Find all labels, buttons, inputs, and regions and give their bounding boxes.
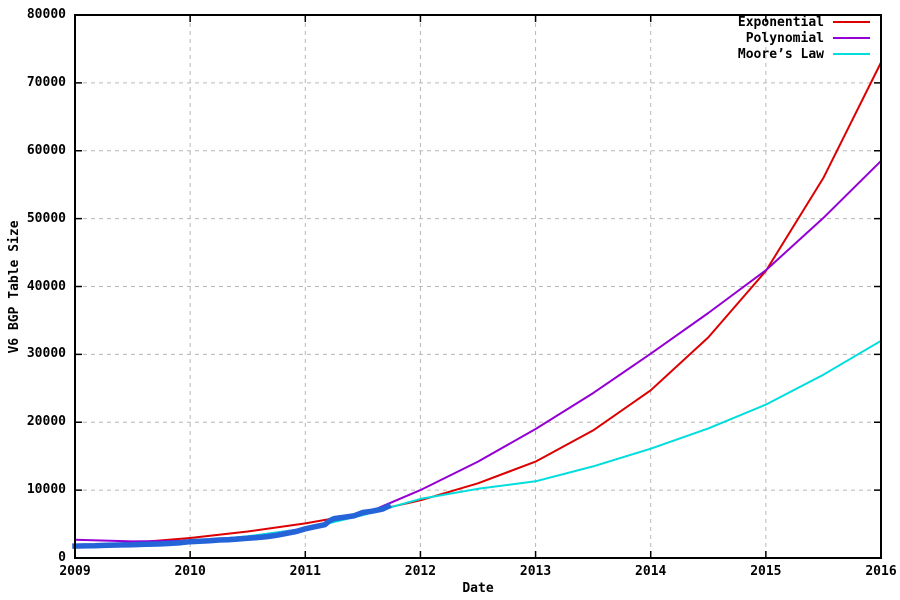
x-tick-label: 2009 (59, 564, 91, 579)
legend-line-swatch (833, 21, 870, 23)
y-tick-label: 30000 (26, 346, 66, 362)
legend-item-exponential: Exponential (738, 14, 870, 30)
legend-label: Polynomial (745, 30, 824, 46)
y-tick-label: 10000 (26, 482, 66, 498)
gridlines (75, 15, 881, 558)
legend-item-polynomial: Polynomial (738, 30, 870, 46)
legend: Exponential Polynomial Moore’s Law (738, 14, 870, 62)
series-exponential (74, 62, 882, 548)
x-tick-label: 2015 (750, 564, 782, 579)
legend-line-swatch (833, 53, 870, 55)
y-tick-label: 0 (58, 550, 66, 565)
x-tick-label: 2010 (174, 564, 206, 579)
y-tick-label: 80000 (26, 7, 66, 22)
legend-item-moore-s-law: Moore’s Law (738, 46, 870, 62)
legend-label: Moore’s Law (737, 46, 824, 62)
x-tick-label: 2011 (289, 564, 321, 579)
series-observed-v6-bgp-table-size (72, 502, 392, 549)
x-tick-label: 2012 (404, 564, 437, 579)
x-tick-label: 2013 (519, 564, 552, 579)
plot-frame (74, 14, 882, 559)
x-axis-title: Date (462, 581, 494, 596)
legend-line-swatch (833, 37, 870, 39)
y-axis-title: V6 BGP Table Size (7, 220, 22, 354)
y-tick-label: 60000 (26, 142, 66, 158)
legend-label: Exponential (737, 14, 824, 30)
y-tick-label: 70000 (26, 74, 66, 90)
series-moore-s-law (74, 339, 882, 549)
y-tick-label: 50000 (26, 210, 66, 226)
x-tick-label: 2014 (635, 564, 667, 579)
y-tick-label: 20000 (26, 414, 66, 430)
x-tick-label: 2016 (865, 564, 897, 579)
y-tick-label: 40000 (26, 278, 66, 294)
